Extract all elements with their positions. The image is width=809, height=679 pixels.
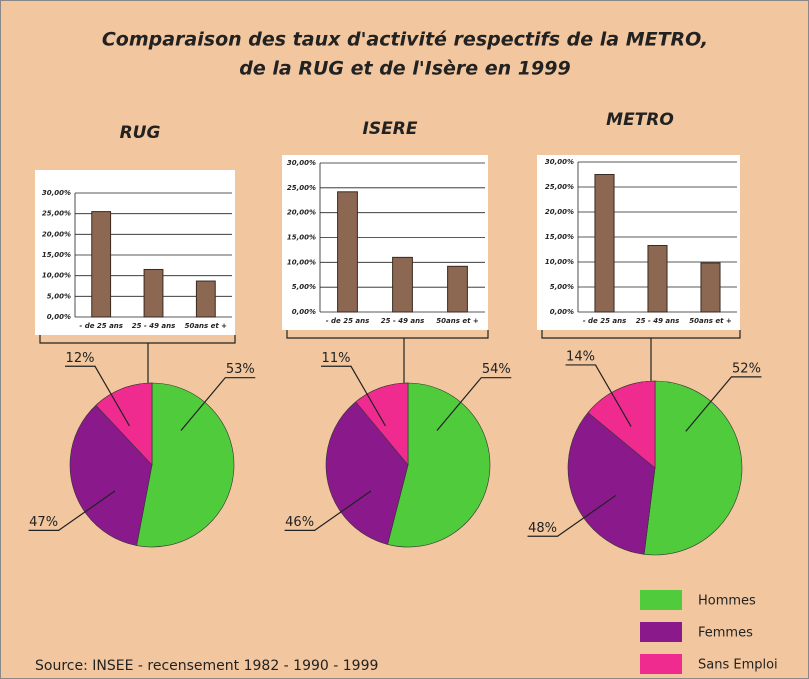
x-tick-label: - de 25 ans (583, 317, 627, 325)
x-tick-label: 50ans et + (689, 317, 732, 325)
leader-line (436, 377, 512, 431)
leader-line (565, 364, 632, 427)
pie-slice (643, 380, 743, 556)
bar (594, 174, 615, 313)
y-tick-label: 5,00% (550, 283, 574, 291)
x-tick-label: 25 - 49 ans (132, 322, 176, 330)
bracket (286, 330, 489, 391)
y-tick-label: 10,00% (545, 258, 574, 266)
value-label: 52% (732, 361, 761, 376)
pie-slice (387, 382, 491, 548)
x-tick-label: 25 - 49 ans (381, 317, 425, 325)
y-tick-label: 0,00% (550, 308, 574, 316)
y-tick-label: 20,00% (287, 209, 316, 217)
value-label: 54% (482, 362, 511, 377)
y-tick-label: 25,00% (545, 183, 574, 191)
bar (195, 280, 216, 318)
value-label: 47% (29, 515, 58, 530)
y-tick-label: 30,00% (287, 159, 316, 167)
x-tick-label: - de 25 ans (326, 317, 370, 325)
y-tick-label: 10,00% (42, 272, 71, 280)
pie-slice (95, 382, 153, 466)
y-tick-label: 0,00% (292, 308, 316, 316)
y-tick-label: 15,00% (42, 251, 71, 259)
x-tick-label: 50ans et + (185, 322, 228, 330)
y-tick-label: 25,00% (42, 210, 71, 218)
y-tick-label: 5,00% (47, 292, 71, 300)
bar (91, 211, 112, 318)
bar (143, 268, 164, 318)
chart-title: ISERE (363, 119, 418, 139)
leader-line (180, 377, 256, 431)
y-tick-label: 0,00% (47, 313, 71, 321)
y-tick-label: 20,00% (545, 208, 574, 216)
y-tick-label: 20,00% (42, 230, 71, 238)
y-tick-label: 15,00% (545, 233, 574, 241)
bar (447, 265, 468, 313)
y-tick-label: 10,00% (287, 258, 316, 266)
x-tick-label: 25 - 49 ans (636, 317, 680, 325)
legend-label: Hommes (698, 594, 756, 609)
chart-title: METRO (606, 110, 674, 130)
value-label: 11% (322, 351, 351, 366)
legend-label: Femmes (698, 626, 753, 641)
y-tick-label: 30,00% (42, 189, 71, 197)
title-line: de la RUG et de l'Isère en 1999 (239, 58, 570, 80)
value-label: 14% (566, 349, 595, 364)
x-tick-label: - de 25 ans (79, 322, 123, 330)
bar (392, 256, 413, 313)
value-label: 53% (226, 362, 255, 377)
chart-title: RUG (120, 123, 161, 143)
leader-line (527, 494, 617, 537)
y-tick-label: 15,00% (287, 234, 316, 242)
pie-slice (587, 380, 656, 469)
leader-line (284, 490, 372, 531)
legend-swatch (640, 590, 682, 610)
bar (700, 262, 721, 313)
bar (337, 191, 358, 313)
y-tick-label: 30,00% (545, 158, 574, 166)
value-label: 12% (66, 351, 95, 366)
y-tick-label: 5,00% (292, 283, 316, 291)
pie-slice (355, 382, 409, 466)
legend-swatch (640, 654, 682, 674)
value-label: 48% (528, 521, 557, 536)
leader-line (28, 490, 116, 531)
bracket (541, 330, 741, 389)
y-tick-label: 25,00% (287, 184, 316, 192)
leader-line (65, 365, 130, 427)
leader-line (321, 365, 386, 427)
source: Source: INSEE - recensement 1982 - 1990 … (35, 658, 378, 674)
x-tick-label: 50ans et + (436, 317, 479, 325)
legend-swatch (640, 622, 682, 642)
bar (647, 245, 668, 313)
leader-line (685, 376, 762, 432)
legend-label: Sans Emploi (698, 658, 778, 673)
value-label: 46% (285, 515, 314, 530)
pie-slice (136, 382, 235, 548)
title-line: Comparaison des taux d'activité respecti… (102, 29, 708, 51)
